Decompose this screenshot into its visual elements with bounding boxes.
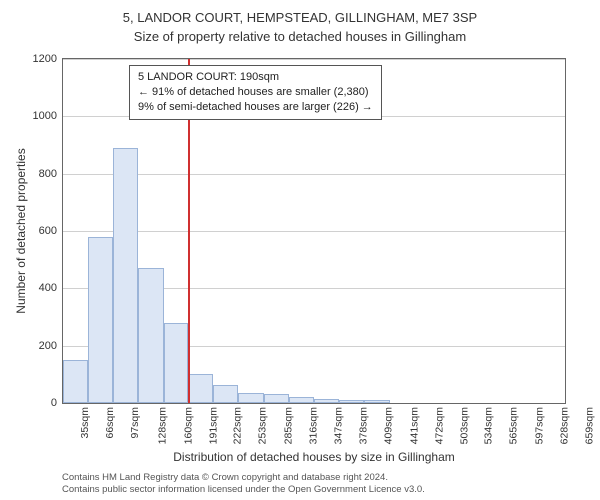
xtick-label: 97sqm xyxy=(129,407,141,439)
annotation-line1: 5 LANDOR COURT: 190sqm xyxy=(138,70,373,85)
xtick-label: 534sqm xyxy=(483,407,495,444)
xtick-label: 441sqm xyxy=(408,407,420,444)
xtick-label: 316sqm xyxy=(308,407,320,444)
histogram-bar xyxy=(364,400,390,403)
annotation-line2: ← 91% of detached houses are smaller (2,… xyxy=(138,85,373,100)
chart-title-line2: Size of property relative to detached ho… xyxy=(0,27,600,44)
histogram-bar xyxy=(189,374,214,403)
xtick-label: 472sqm xyxy=(433,407,445,444)
gridline-h xyxy=(63,231,565,232)
gridline-h xyxy=(63,59,565,60)
xtick-label: 565sqm xyxy=(508,407,520,444)
histogram-bar xyxy=(339,400,364,403)
xtick-label: 222sqm xyxy=(232,407,244,444)
xtick-label: 628sqm xyxy=(559,407,571,444)
footer-line1: Contains HM Land Registry data © Crown c… xyxy=(62,472,566,484)
x-axis-label: Distribution of detached houses by size … xyxy=(62,450,566,464)
histogram-bar xyxy=(113,148,138,403)
xtick-label: 503sqm xyxy=(458,407,470,444)
xtick-label: 191sqm xyxy=(207,407,219,444)
xtick-label: 347sqm xyxy=(333,407,345,444)
histogram-bar xyxy=(289,397,314,403)
ytick-label: 200 xyxy=(39,340,57,352)
ytick-label: 800 xyxy=(39,168,57,180)
xtick-label: 160sqm xyxy=(182,407,194,444)
xtick-label: 66sqm xyxy=(104,407,116,439)
annotation-box: 5 LANDOR COURT: 190sqm ← 91% of detached… xyxy=(129,65,382,120)
footer-line2: Contains public sector information licen… xyxy=(62,484,566,496)
ytick-label: 600 xyxy=(39,225,57,237)
chart-container: 5, LANDOR COURT, HEMPSTEAD, GILLINGHAM, … xyxy=(0,0,600,500)
annotation-line3: 9% of semi-detached houses are larger (2… xyxy=(138,100,373,115)
ytick-label: 1200 xyxy=(33,53,57,65)
chart-title-line1: 5, LANDOR COURT, HEMPSTEAD, GILLINGHAM, … xyxy=(0,0,600,27)
histogram-bar xyxy=(238,393,264,403)
xtick-label: 35sqm xyxy=(79,407,91,439)
xtick-label: 409sqm xyxy=(383,407,395,444)
histogram-bar xyxy=(138,268,164,403)
xtick-label: 285sqm xyxy=(283,407,295,444)
xtick-label: 378sqm xyxy=(358,407,370,444)
histogram-bar xyxy=(63,360,88,403)
ytick-label: 400 xyxy=(39,282,57,294)
histogram-bar xyxy=(213,385,238,403)
xtick-label: 253sqm xyxy=(257,407,269,444)
xtick-label: 597sqm xyxy=(534,407,546,444)
ytick-label: 0 xyxy=(51,397,57,409)
histogram-bar xyxy=(88,237,113,403)
histogram-bar xyxy=(264,394,289,403)
footer: Contains HM Land Registry data © Crown c… xyxy=(62,472,566,496)
y-axis-label: Number of detached properties xyxy=(14,58,30,404)
gridline-h xyxy=(63,174,565,175)
plot-area: 5 LANDOR COURT: 190sqm ← 91% of detached… xyxy=(62,58,566,404)
histogram-bar xyxy=(314,399,339,403)
plot-wrapper: 5 LANDOR COURT: 190sqm ← 91% of detached… xyxy=(62,58,566,404)
xtick-label: 128sqm xyxy=(156,407,168,444)
xtick-label: 659sqm xyxy=(584,407,596,444)
histogram-bar xyxy=(164,323,189,403)
ytick-label: 1000 xyxy=(33,110,57,122)
